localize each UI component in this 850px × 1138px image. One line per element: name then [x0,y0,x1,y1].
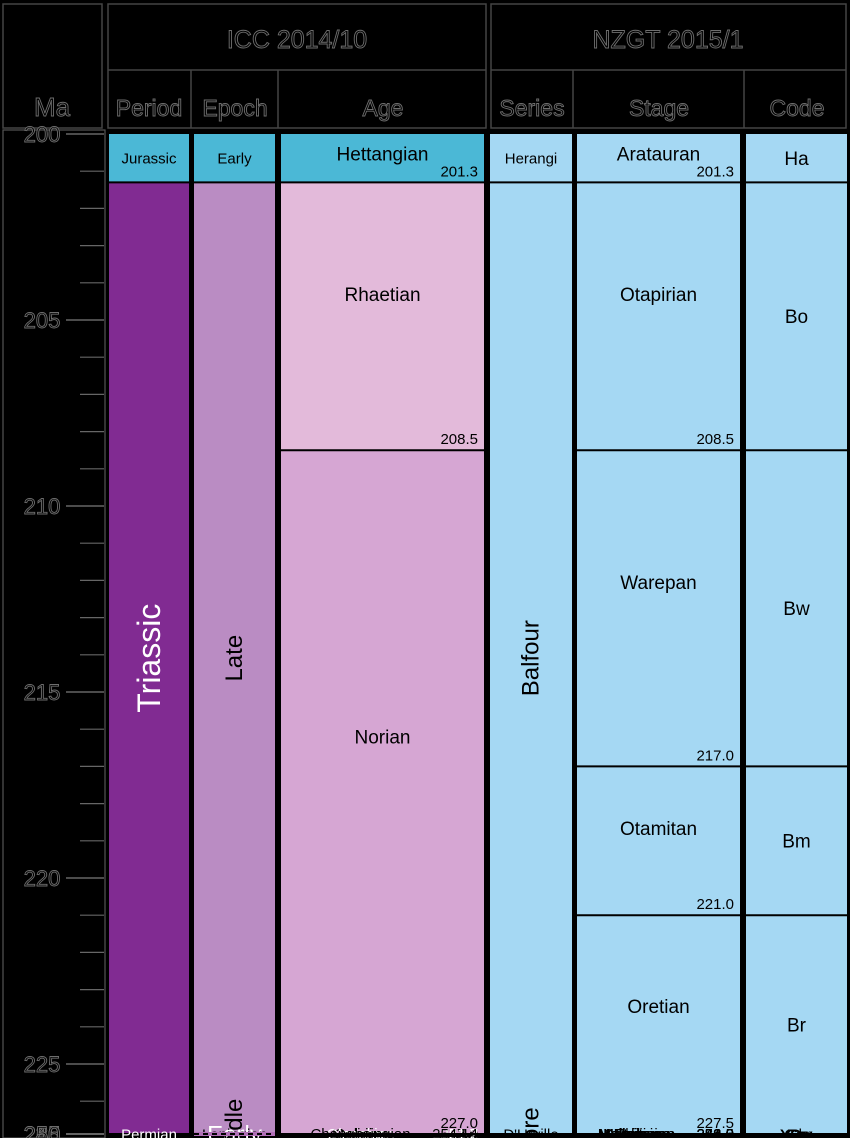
age-label: Norian [355,727,411,748]
tick-label: 250 [24,1122,61,1138]
code-bm-block [746,766,847,916]
header-stage: Stage [629,95,689,121]
series-balfour-block [490,182,572,1135]
stage-label: Warepan [620,573,696,594]
epoch-column: EarlyLateMiddleEarlyLopingian [194,134,275,1138]
series-label: D'Urville [503,1126,558,1138]
tick-label: 220 [24,866,61,891]
code-label: Br [787,1015,807,1036]
age-boundary-age: 227.0 [440,1115,478,1132]
stage-boundary-age: 254.2 [696,1126,734,1138]
period-label: Triassic [131,604,167,713]
series-herangi-block [490,134,572,183]
age-rhaetian-block [281,182,484,451]
period-label: Jurassic [121,151,177,168]
header-age: Age [363,95,404,121]
stage-otamitan-block [577,766,740,916]
tick-label: 200 [24,122,61,147]
tick-label: 215 [24,680,61,705]
stage-label: Oretian [627,997,689,1018]
stage-oretian-block [577,915,740,1134]
stage-otapirian-block [577,182,740,451]
period-column: Jurassic Triassic Permian [109,134,189,1138]
age-label: Rhaetian [344,285,420,306]
age-norian-block [281,450,484,1134]
code-label: Gn [786,1126,806,1138]
stage-boundary-age: 227.5 [696,1115,734,1132]
epoch-early-block [194,134,275,183]
header-series: Series [499,95,564,121]
header-icc: ICC 2014/10 [227,26,367,54]
code-label: Bo [785,307,808,328]
code-label: YDw [781,1126,813,1138]
period-label: Permian [121,1126,177,1138]
code-label: Bw [783,599,810,620]
code-label: Gk [787,1126,807,1138]
tick-label: 205 [24,308,61,333]
tick-label: 210 [24,494,61,519]
header-code: Code [770,95,825,121]
stage-boundary-age: 208.5 [696,431,734,448]
header-nzgt: NZGT 2015/1 [592,26,743,54]
header-frames [2,3,847,129]
period-triassic-block [109,182,189,1135]
ydw-boundary-line [763,1134,831,1138]
code-bo-block [746,182,847,451]
age-hettangian-block [281,134,484,183]
series-label: Herangi [505,151,558,168]
column-header-labels: Ma Period Epoch Age Series Stage Code [33,92,825,123]
induan-boundary-line [297,1135,468,1138]
code-label: Ha [784,149,809,170]
period-jurassic-block [109,134,189,183]
stage-boundary-age: 221.0 [696,896,734,913]
stage-label: Waiitian [610,1126,663,1138]
age-boundary-age: 208.5 [440,431,478,448]
age-label: Hettangian [337,144,429,165]
boundary-decorations [194,1132,831,1138]
code-label: Gm [784,1126,808,1138]
series-label: Balfour [518,620,545,696]
header-ma: Ma [34,92,71,122]
tick-label: 225 [24,1052,61,1077]
header-labels: ICC 2014/10 NZGT 2015/1 [226,26,744,55]
stage-warepan-block [577,450,740,767]
epoch-label: Early [217,151,252,168]
header-epoch: Epoch [202,95,267,121]
code-label: YDm [780,1126,813,1138]
age-column: Hettangian201.3Rhaetian208.5Norian227.0C… [281,134,484,1138]
makarewan-boundary-line [597,1134,725,1138]
epoch-late-block [194,182,275,1135]
tick-label: 245 [24,1122,61,1138]
stage-boundary-age: 201.3 [696,163,734,180]
code-br-block [746,915,847,1134]
header-period: Period [116,95,182,121]
tick-label: 240 [24,1122,61,1138]
stage-boundary-age: 217.0 [696,747,734,764]
code-ha-block [746,134,847,183]
series-label: Gore [518,1107,545,1138]
code-label: Bm [782,832,811,853]
tick-label: 235 [24,1122,61,1138]
tick-label: 230 [24,1122,61,1138]
ma-scale-frame [2,129,106,1138]
epoch-label: Late [221,635,248,682]
stage-aratauran-block [577,134,740,183]
stage-label: Otamitan [620,819,697,840]
code-label: Ge [786,1126,806,1138]
stage-label: Aratauran [617,144,700,165]
epoch-label: Middle [221,1099,248,1138]
stage-label: Otapirian [620,285,697,306]
code-bw-block [746,450,847,767]
age-boundary-age: 201.3 [440,163,478,180]
